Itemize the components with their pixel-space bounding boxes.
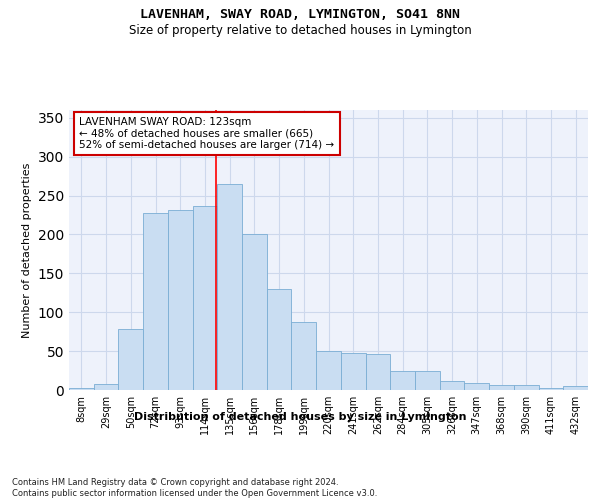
Text: Distribution of detached houses by size in Lymington: Distribution of detached houses by size … xyxy=(134,412,466,422)
Text: Contains HM Land Registry data © Crown copyright and database right 2024.
Contai: Contains HM Land Registry data © Crown c… xyxy=(12,478,377,498)
Bar xyxy=(267,289,292,390)
Text: LAVENHAM, SWAY ROAD, LYMINGTON, SO41 8NN: LAVENHAM, SWAY ROAD, LYMINGTON, SO41 8NN xyxy=(140,8,460,20)
Bar xyxy=(514,386,539,390)
Bar xyxy=(341,354,365,390)
Bar xyxy=(168,210,193,390)
Bar xyxy=(390,370,415,390)
Bar xyxy=(217,184,242,390)
Bar xyxy=(539,388,563,390)
Bar xyxy=(193,206,217,390)
Bar xyxy=(415,370,440,390)
Bar xyxy=(94,384,118,390)
Bar xyxy=(316,351,341,390)
Y-axis label: Number of detached properties: Number of detached properties xyxy=(22,162,32,338)
Bar xyxy=(464,383,489,390)
Bar xyxy=(143,212,168,390)
Bar xyxy=(563,386,588,390)
Bar xyxy=(69,388,94,390)
Bar xyxy=(440,382,464,390)
Bar xyxy=(489,386,514,390)
Bar xyxy=(292,322,316,390)
Bar xyxy=(242,234,267,390)
Bar xyxy=(118,330,143,390)
Text: Size of property relative to detached houses in Lymington: Size of property relative to detached ho… xyxy=(128,24,472,37)
Bar xyxy=(365,354,390,390)
Text: LAVENHAM SWAY ROAD: 123sqm
← 48% of detached houses are smaller (665)
52% of sem: LAVENHAM SWAY ROAD: 123sqm ← 48% of deta… xyxy=(79,117,335,150)
